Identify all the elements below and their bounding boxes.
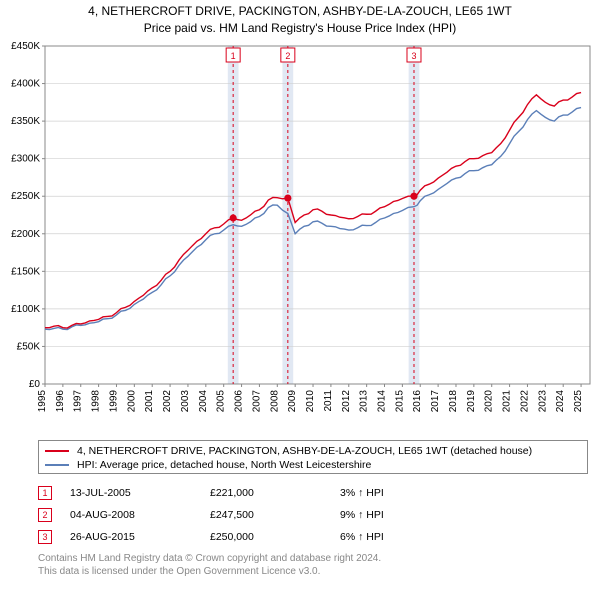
plot-border (45, 46, 590, 384)
event-price: £247,500 (210, 509, 340, 521)
price-chart: £0 £50K £100K £150K £200K £250K £300K £350K £400… (0, 40, 600, 428)
legend-item: HPI: Average price, detached house, Nort… (45, 458, 581, 472)
event-list: 1 13-JUL-2005£221,0003% ↑ HPI 2 04-AUG-2008… (38, 482, 588, 548)
x-tick-label: 2002 (162, 390, 173, 413)
x-tick-label: 2011 (323, 390, 334, 412)
x-tick-label: 2003 (180, 390, 191, 413)
event-dot (284, 195, 291, 202)
event-number-box: 2 (38, 508, 52, 522)
x-tick-label: 2010 (305, 390, 316, 413)
x-tick-label: 2024 (555, 390, 566, 413)
y-tick-label: £100K (11, 304, 40, 315)
x-tick-label: 2000 (126, 390, 137, 413)
x-tick-label: 2013 (359, 390, 370, 413)
legend: 4, NETHERCROFT DRIVE, PACKINGTON, ASHBY-… (38, 440, 588, 474)
event-date: 13-JUL-2005 (70, 487, 210, 499)
event-price: £250,000 (210, 531, 340, 543)
y-tick-label: £350K (11, 116, 40, 127)
x-tick-label: 2006 (234, 390, 245, 413)
event-pct: 6% ↑ HPI (340, 531, 460, 543)
x-tick-label: 2020 (484, 390, 495, 413)
x-tick-label: 2009 (287, 390, 298, 413)
legend-label: 4, NETHERCROFT DRIVE, PACKINGTON, ASHBY-… (77, 445, 532, 457)
chart-title: 4, NETHERCROFT DRIVE, PACKINGTON, ASHBY-… (0, 4, 600, 18)
y-tick-label: £150K (11, 266, 40, 277)
x-tick-label: 2008 (269, 390, 280, 413)
legend-swatch (45, 450, 69, 452)
y-tick-label: £250K (11, 191, 40, 202)
x-tick-label: 2022 (519, 390, 530, 413)
y-tick-label: £300K (11, 154, 40, 165)
x-tick-label: 2015 (394, 390, 405, 413)
property-line (45, 93, 581, 328)
event-number-box: 1 (38, 486, 52, 500)
x-tick-label: 1999 (108, 390, 119, 413)
legend-item: 4, NETHERCROFT DRIVE, PACKINGTON, ASHBY-… (45, 444, 581, 458)
event-date: 26-AUG-2015 (70, 531, 210, 543)
x-tick-label: 2023 (537, 390, 548, 413)
event-pct: 3% ↑ HPI (340, 487, 460, 499)
x-tick-label: 2012 (341, 390, 352, 413)
y-tick-label: £400K (11, 79, 40, 90)
event-number: 1 (231, 51, 236, 61)
legend-swatch (45, 464, 69, 466)
x-tick-label: 2025 (573, 390, 584, 413)
y-tick-label: £0 (29, 379, 41, 390)
legend-label: HPI: Average price, detached house, Nort… (77, 459, 371, 471)
event-price: £221,000 (210, 487, 340, 499)
x-tick-label: 2017 (430, 390, 441, 413)
x-tick-label: 2018 (448, 390, 459, 413)
x-tick-label: 2005 (216, 390, 227, 413)
hpi-line (45, 108, 581, 330)
footer-line: This data is licensed under the Open Gov… (38, 565, 588, 578)
event-number: 2 (285, 51, 290, 61)
event-dot (230, 214, 237, 221)
footer-line: Contains HM Land Registry data © Crown c… (38, 552, 588, 565)
y-tick-label: £50K (17, 341, 41, 352)
chart-subtitle: Price paid vs. HM Land Registry's House … (0, 21, 600, 35)
x-tick-label: 1995 (37, 390, 48, 413)
x-tick-label: 2021 (502, 390, 513, 413)
x-tick-label: 2001 (144, 390, 155, 413)
x-tick-label: 1998 (91, 390, 102, 413)
event-number: 3 (411, 51, 416, 61)
footer-attribution: Contains HM Land Registry data © Crown c… (38, 552, 588, 578)
x-tick-label: 1997 (73, 390, 84, 413)
x-tick-label: 2019 (466, 390, 477, 413)
x-tick-label: 2016 (412, 390, 423, 413)
event-row: 1 13-JUL-2005£221,0003% ↑ HPI (38, 482, 588, 504)
event-row: 2 04-AUG-2008£247,5009% ↑ HPI (38, 504, 588, 526)
x-tick-label: 2014 (377, 390, 388, 413)
event-number-box: 3 (38, 530, 52, 544)
x-tick-label: 2004 (198, 390, 209, 413)
event-date: 04-AUG-2008 (70, 509, 210, 521)
event-pct: 9% ↑ HPI (340, 509, 460, 521)
event-dot (410, 193, 417, 200)
y-tick-label: £450K (11, 41, 40, 52)
event-row: 3 26-AUG-2015£250,0006% ↑ HPI (38, 526, 588, 548)
y-tick-label: £200K (11, 229, 40, 240)
x-tick-label: 2007 (251, 390, 262, 413)
x-tick-label: 1996 (55, 390, 66, 413)
